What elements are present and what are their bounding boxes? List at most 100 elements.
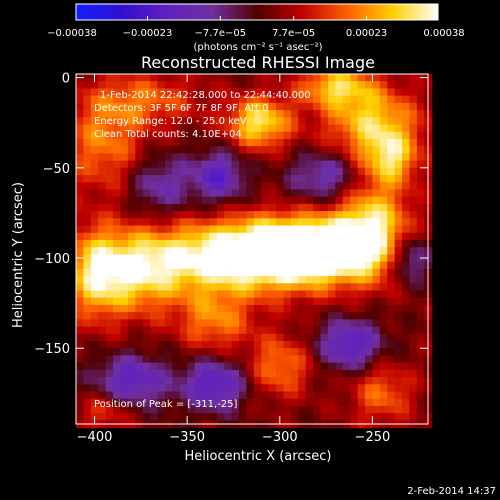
colorbar-tick-label: 0.00023 — [346, 28, 387, 39]
heatmap-cell — [253, 131, 262, 140]
heatmap-cell — [290, 268, 299, 277]
heatmap-cell — [276, 167, 285, 176]
heatmap-cell — [113, 384, 122, 393]
heatmap-cell — [283, 391, 292, 400]
heatmap-cell — [365, 333, 374, 342]
heatmap-cell — [379, 124, 388, 133]
heatmap-cell — [409, 398, 418, 407]
heatmap-cell — [305, 261, 314, 270]
heatmap-cell — [365, 341, 374, 349]
heatmap-cell — [98, 290, 107, 299]
heatmap-cell — [187, 333, 196, 342]
heatmap-cell — [76, 88, 85, 97]
heatmap-cell — [320, 319, 329, 328]
heatmap-cell — [305, 239, 314, 248]
heatmap-cell — [98, 124, 107, 133]
heatmap-cell — [350, 319, 359, 328]
heatmap-cell — [416, 391, 425, 400]
heatmap-cell — [127, 175, 136, 183]
heatmap-cell — [305, 362, 314, 371]
heatmap-cell — [402, 196, 411, 205]
heatmap-cell — [90, 377, 99, 385]
heatmap-cell — [216, 247, 225, 256]
heatmap-cell — [276, 153, 285, 162]
heatmap-cell — [194, 153, 203, 162]
heatmap-cell — [335, 225, 344, 234]
heatmap-cell — [253, 225, 262, 234]
heatmap-cell — [246, 131, 255, 140]
heatmap-cell — [209, 102, 218, 111]
heatmap-cell — [276, 333, 285, 342]
heatmap-cell — [409, 297, 418, 306]
heatmap-cell — [387, 398, 396, 407]
heatmap-cell — [201, 203, 210, 212]
heatmap-cell — [179, 384, 188, 393]
heatmap-cell — [120, 218, 129, 227]
heatmap-cell — [246, 138, 255, 147]
heatmap-cell — [387, 88, 396, 97]
heatmap-cell — [120, 110, 129, 118]
heatmap-cell — [135, 398, 144, 407]
heatmap-cell — [327, 276, 336, 284]
heatmap-cell — [357, 304, 366, 313]
heatmap-cell — [83, 247, 92, 256]
y-tick-label: 0 — [62, 72, 70, 87]
heatmap-cell — [379, 290, 388, 299]
heatmap-cell — [120, 117, 129, 126]
heatmap-cell — [283, 88, 292, 97]
heatmap-cell — [187, 398, 196, 407]
heatmap-cell — [172, 261, 181, 270]
heatmap-cell — [246, 261, 255, 270]
heatmap-cell — [372, 225, 381, 234]
heatmap-cell — [150, 182, 159, 191]
heatmap-cell — [313, 297, 322, 306]
heatmap-cell — [194, 355, 203, 364]
heatmap-cell — [239, 369, 248, 378]
heatmap-cell — [416, 377, 425, 385]
heatmap-cell — [298, 290, 307, 299]
heatmap-cell — [394, 254, 403, 263]
heatmap-cell — [172, 232, 181, 241]
heatmap-cell — [76, 247, 85, 256]
heatmap-cell — [201, 218, 210, 227]
heatmap-cell — [216, 377, 225, 385]
heatmap-cell — [313, 81, 322, 90]
heatmap-cell — [298, 297, 307, 306]
heatmap-cell — [342, 74, 351, 82]
heatmap-cell — [194, 398, 203, 407]
heatmap-cell — [194, 276, 203, 284]
heatmap-cell — [305, 341, 314, 349]
heatmap-cell — [394, 377, 403, 385]
heatmap-cell — [224, 355, 233, 364]
heatmap-cell — [194, 102, 203, 111]
heatmap-cell — [246, 254, 255, 263]
heatmap-cell — [187, 175, 196, 183]
heatmap-cell — [350, 261, 359, 270]
heatmap-cell — [150, 74, 159, 82]
y-tick-label: −50 — [43, 162, 70, 177]
colorbar-tick-label: −7.7e−05 — [195, 28, 247, 39]
heatmap-cell — [157, 117, 166, 126]
heatmap-cell — [142, 189, 151, 198]
heatmap-cell — [283, 102, 292, 111]
heatmap-cell — [224, 175, 233, 183]
heatmap-cell — [350, 254, 359, 263]
heatmap-cell — [127, 391, 136, 400]
heatmap-cell — [290, 290, 299, 299]
heatmap-cell — [201, 348, 210, 357]
heatmap-cell — [357, 319, 366, 328]
heatmap-cell — [298, 304, 307, 313]
heatmap-cell — [394, 290, 403, 299]
heatmap-cell — [172, 283, 181, 292]
heatmap-cell — [372, 319, 381, 328]
heatmap-cell — [320, 377, 329, 385]
heatmap-cell — [365, 153, 374, 162]
heatmap-cell — [201, 196, 210, 205]
heatmap-cell — [305, 333, 314, 342]
heatmap-cell — [335, 239, 344, 248]
heatmap-cell — [105, 117, 114, 126]
heatmap-cell — [142, 377, 151, 385]
heatmap-cell — [305, 175, 314, 183]
heatmap-cell — [261, 341, 270, 349]
